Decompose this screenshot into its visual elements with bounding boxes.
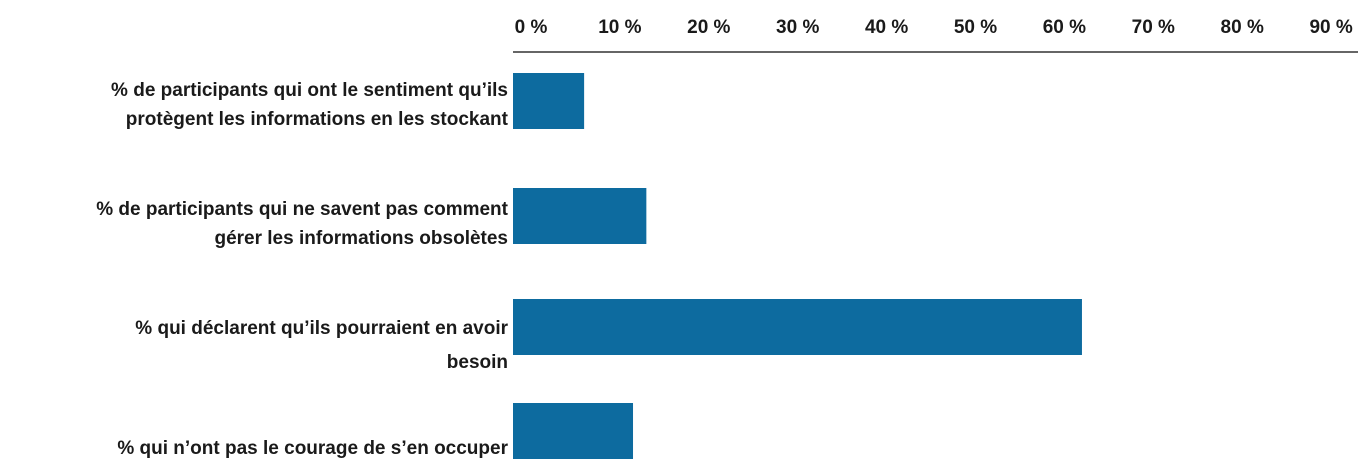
- x-tick-label: 10 %: [598, 17, 641, 38]
- category-label-2-line-2: gérer les informations obsolètes: [214, 228, 508, 249]
- category-labels: % de participants qui ont le sentiment q…: [96, 80, 508, 459]
- x-tick-label: 70 %: [1132, 17, 1175, 38]
- category-label-1-line-2: protègent les informations en les stocka…: [126, 109, 509, 130]
- x-tick-label: 30 %: [776, 17, 819, 38]
- x-axis: 0 % 10 % 20 % 30 % 40 % 50 % 60 % 70 % 80 % 90 %: [513, 17, 1358, 53]
- bar-3: [513, 299, 1082, 355]
- x-tick-label: 20 %: [687, 17, 730, 38]
- x-tick-label: 50 %: [954, 17, 997, 38]
- x-tick-label: 40 %: [865, 17, 908, 38]
- bar-2: [513, 188, 647, 244]
- category-label-3-line-2: besoin: [447, 352, 508, 373]
- category-label-4-line-1: % qui n’ont pas le courage de s’en occup…: [117, 438, 508, 459]
- x-tick-labels: 0 % 10 % 20 % 30 % 40 % 50 % 60 % 70 % 80 % 90 %: [515, 17, 1353, 38]
- category-label-2-line-1: % de participants qui ne savent pas comm…: [96, 199, 508, 220]
- category-label-3-line-1: % qui déclarent qu’ils pourraient en avo…: [135, 318, 508, 339]
- category-label-1-line-1: % de participants qui ont le sentiment q…: [111, 80, 508, 101]
- x-tick-label: 80 %: [1221, 17, 1264, 38]
- x-tick-label: 60 %: [1043, 17, 1086, 38]
- bars: [513, 73, 1082, 459]
- bar-4: [513, 403, 634, 459]
- x-tick-label: 90 %: [1309, 17, 1352, 38]
- x-tick-label: 0 %: [515, 17, 548, 38]
- bar-1: [513, 73, 585, 129]
